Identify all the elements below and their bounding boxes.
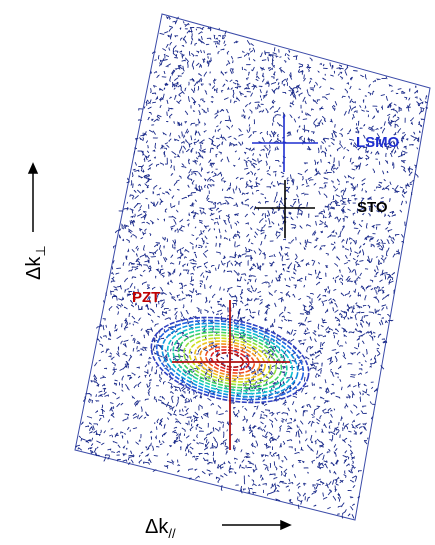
axis-base: Δk	[23, 256, 45, 280]
lsmo-label: LSMO	[356, 134, 400, 151]
contour	[183, 334, 277, 386]
speckle-path	[75, 15, 429, 519]
sto-label: STO	[357, 199, 388, 216]
contour	[161, 322, 299, 398]
contour	[150, 316, 310, 404]
contour	[205, 346, 255, 374]
contour	[166, 325, 294, 395]
contour	[155, 319, 305, 401]
contour	[210, 349, 250, 371]
contour	[188, 337, 272, 383]
svg-text:Δk⊥: Δk⊥	[23, 245, 48, 280]
contour	[194, 340, 266, 380]
vertical-axis-label: Δk⊥	[23, 245, 48, 280]
pzt-cross	[172, 300, 290, 450]
axis-sub: ⊥	[33, 245, 48, 256]
contour	[177, 331, 283, 389]
contour	[172, 328, 288, 392]
sto-cross	[255, 180, 315, 238]
contours	[150, 316, 310, 404]
axis-sub: //	[168, 526, 176, 541]
speckle	[75, 15, 429, 519]
pzt-label: PZT	[132, 289, 160, 306]
vertical-arrow	[27, 162, 39, 232]
contour	[199, 343, 261, 377]
horizontal-axis-label: Δk//	[145, 516, 176, 541]
lsmo-cross	[252, 115, 318, 172]
map-frame	[74, 13, 431, 521]
axis-base: Δk	[145, 516, 169, 538]
horizontal-arrow	[222, 519, 292, 531]
